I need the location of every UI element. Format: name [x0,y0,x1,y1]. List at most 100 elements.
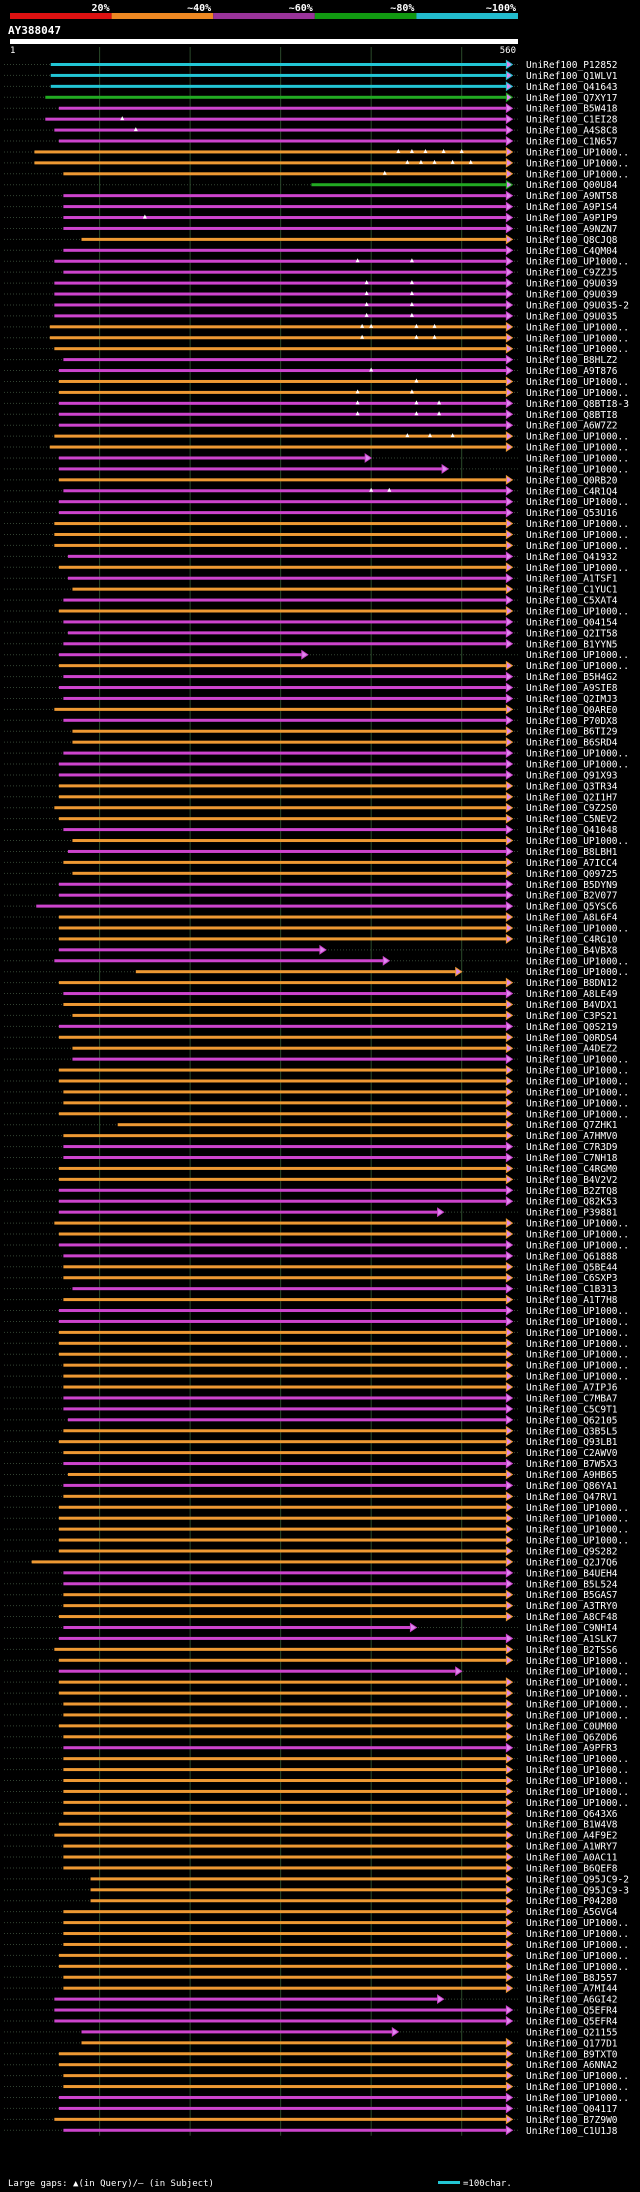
hit-bar [54,1833,508,1837]
hit-label: UniRef100_B5DYN9 [526,880,618,891]
hit-arrow [505,1906,514,1917]
hit-row: UniRef100_A4F9E2 [4,1830,618,1842]
hit-row: UniRef100_UP1000.. [4,2092,629,2104]
hit-label: UniRef100_C5C9T1 [526,1404,618,1415]
hit-bar [63,675,508,679]
hit-label: UniRef100_UP1000.. [526,1700,629,1711]
hit-row: UniRef100_UP1000.. [4,1961,629,1973]
hit-label: UniRef100_UP1000.. [526,1536,629,1547]
hit-label: UniRef100_UP1000.. [526,1098,629,1109]
hit-label: UniRef100_Q53U16 [526,508,618,519]
hit-label: UniRef100_UP1000.. [526,1230,629,1241]
hit-label: UniRef100_UP1000.. [526,650,629,661]
gap-marker [409,312,414,317]
gap-marker [405,433,410,438]
hit-label: UniRef100_UP1000.. [526,1087,629,1098]
hit-bar [58,1068,508,1072]
hit-row: UniRef100_UP1000.. [4,321,629,333]
hit-row: UniRef100_UP1000.. [4,256,629,268]
hit-label: UniRef100_B5GAS7 [526,1590,618,1601]
hit-bar [63,1385,508,1389]
hit-row: UniRef100_UP1000.. [4,442,629,454]
hit-bar [72,839,508,843]
hit-row: UniRef100_UP1000.. [4,1097,629,1109]
hit-bar [63,1910,508,1914]
hit-label: UniRef100_C1EI28 [526,115,618,126]
hit-bar [90,1899,508,1903]
hit-arrow [505,365,514,376]
hit-bar [67,554,508,558]
hit-arrow [505,1775,514,1786]
hit-bar [36,904,508,908]
hit-bar [45,117,508,121]
hit-bar [54,347,508,351]
hit-row: UniRef100_C6SXP3 [4,1272,618,1284]
hit-row: UniRef100_UP1000.. [4,606,629,618]
hit-row: UniRef100_Q9S282 [4,1546,618,1557]
gap-marker [450,159,455,164]
hit-arrow [505,1283,514,1294]
hit-bar [58,1199,508,1203]
hit-label: UniRef100_UP1000.. [526,749,629,760]
hit-bar [58,653,303,657]
hit-bar [63,1396,508,1400]
hit-arrow [505,1393,514,1403]
hit-bar [58,1691,508,1695]
hit-bar [63,696,508,700]
hit-bar [72,1287,508,1291]
hit-bar [58,2095,508,2099]
hit-label: UniRef100_Q0RB20 [526,475,618,486]
hit-row: UniRef100_UP1000.. [4,157,629,169]
hit-arrow [505,1010,514,1021]
hit-row: UniRef100_UP1000.. [4,1513,629,1525]
hit-bar [63,1429,508,1433]
hit-row: UniRef100_Q2IMJ3 [4,693,618,705]
hit-arrow [505,2070,514,2081]
hit-bar [58,937,508,941]
hit-arrow [505,2092,514,2103]
hit-row: UniRef100_Q5EFR4 [4,2005,618,2017]
hit-label: UniRef100_UP1000.. [526,1710,629,1721]
scale-label: ~60% [289,3,313,14]
hit-label: UniRef100_UP1000.. [526,443,629,454]
hit-arrow [505,1382,514,1392]
hit-arrow [505,1272,514,1283]
hit-arrow [505,310,514,321]
hit-row: UniRef100_Q95JC9-2 [4,1873,629,1885]
hit-arrow [505,1491,514,1502]
hit-arrow [505,1567,514,1578]
hit-bar [49,325,508,329]
hit-bar [58,401,508,405]
hit-bar [81,2030,394,2034]
hit-bar [58,609,508,613]
hit-label: UniRef100_C9Z2S0 [526,803,618,814]
hit-row: UniRef100_UP1000.. [4,387,629,399]
hit-arrow [505,2081,514,2092]
hit-arrow [505,1808,514,1819]
hit-row: UniRef100_B2TSS6 [4,1644,618,1656]
hit-label: UniRef100_UP1000.. [526,956,629,967]
hit-bar [63,642,508,646]
hit-arrow [505,103,514,114]
hit-label: UniRef100_A6NNA2 [526,2060,618,2071]
hit-row: UniRef100_UP1000.. [4,168,629,180]
hit-bar [54,1647,508,1651]
hit-arrow [505,1469,514,1480]
hit-arrow [505,1720,514,1731]
hit-arrow [505,2059,514,2070]
hit-arrow [505,212,514,223]
hit-label: UniRef100_B8LBH1 [526,847,618,858]
hit-label: UniRef100_Q95JC9-3 [526,1885,629,1896]
hit-row: UniRef100_C5XAT4 [4,595,618,607]
identity-scale: 20% ~40% ~60% ~80% ~100% [10,3,518,19]
hit-row: UniRef100_UP1000.. [4,1709,629,1721]
hit-label: UniRef100_A1T7H8 [526,1295,618,1306]
hit-bar [63,1462,508,1466]
hit-label: UniRef100_Q3B5L5 [526,1426,618,1437]
hit-label: UniRef100_A8L6F4 [526,913,618,924]
hit-row: UniRef100_B7W5X3 [4,1458,618,1470]
hit-row: UniRef100_A9NZN7 [4,223,618,235]
hit-arrow [505,726,514,737]
hit-label: UniRef100_UP1000.. [526,1918,629,1929]
hit-arrow [505,1327,514,1338]
